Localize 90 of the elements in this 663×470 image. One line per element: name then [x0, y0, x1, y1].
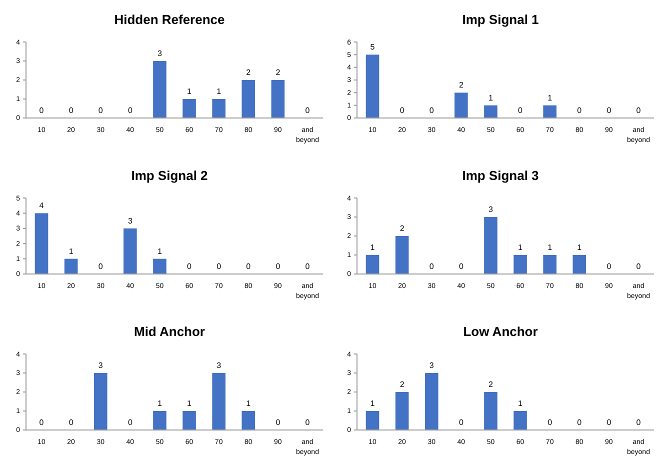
data-label: 1	[157, 246, 162, 256]
data-label: 3	[488, 205, 494, 214]
data-label: 1	[577, 243, 582, 252]
data-label: 0	[636, 106, 642, 115]
bar	[182, 99, 196, 118]
data-label: 1	[246, 399, 252, 408]
bar	[153, 61, 166, 118]
bar	[124, 228, 137, 274]
data-label: 1	[548, 93, 553, 102]
data-label: 0	[429, 262, 434, 271]
bar	[212, 99, 226, 118]
data-label: 0	[606, 106, 612, 115]
data-label: 0	[68, 418, 74, 427]
data-label: 3	[216, 361, 222, 370]
data-label: 0	[246, 262, 252, 271]
data-label: 0	[429, 106, 434, 115]
data-label: 0	[276, 262, 281, 271]
bar	[484, 217, 498, 274]
bar	[242, 80, 256, 118]
data-label: 2	[458, 80, 464, 90]
data-label: 1	[370, 243, 376, 252]
data-label: 0	[458, 418, 464, 427]
data-label: 5	[370, 42, 376, 52]
data-label: 0	[305, 106, 310, 115]
data-label: 0	[606, 418, 612, 427]
bar	[514, 411, 527, 430]
chart-title: Imp Signal 1	[462, 12, 539, 27]
data-label: 0	[636, 418, 642, 427]
bar	[64, 258, 78, 274]
bar	[572, 255, 586, 274]
data-label: 0	[39, 418, 44, 427]
bar	[271, 80, 285, 118]
data-label: 0	[98, 106, 104, 115]
data-label: 3	[98, 361, 104, 370]
data-label: 1	[518, 399, 524, 408]
data-label: 0	[216, 262, 222, 271]
chart-title: Mid Anchor	[134, 324, 206, 339]
chart-title: Low Anchor	[463, 324, 538, 339]
data-label: 2	[400, 224, 405, 233]
bar	[153, 258, 166, 274]
bar	[34, 213, 48, 274]
data-label: 0	[636, 262, 642, 271]
data-label: 2	[276, 68, 281, 77]
bar	[484, 392, 498, 430]
bar	[424, 373, 438, 430]
data-label: 0	[276, 418, 281, 427]
data-label: 1	[518, 243, 524, 252]
data-label: 0	[128, 106, 133, 115]
data-label: 0	[68, 106, 74, 115]
data-label: 3	[157, 49, 162, 58]
data-label: 0	[128, 418, 133, 427]
data-label: 0	[577, 418, 582, 427]
bar	[366, 54, 380, 118]
data-label: 4	[39, 201, 44, 210]
data-label: 2	[488, 380, 494, 389]
data-label: 0	[187, 262, 192, 271]
data-label: 1	[488, 93, 494, 102]
data-label: 1	[157, 399, 162, 408]
data-label: 1	[187, 399, 192, 408]
chart-title: Imp Signal 3	[462, 168, 539, 183]
data-label: 0	[458, 262, 464, 271]
bar	[366, 411, 380, 430]
chart-title: Hidden Reference	[114, 12, 225, 27]
data-label: 0	[400, 106, 405, 115]
data-label: 0	[518, 106, 524, 115]
data-label: 0	[305, 262, 310, 271]
data-label: 0	[606, 262, 612, 271]
data-label: 2	[400, 380, 405, 389]
chart-title: Imp Signal 2	[131, 168, 208, 183]
data-label: 1	[548, 243, 553, 252]
bar	[454, 92, 468, 118]
data-label: 3	[128, 216, 133, 226]
data-label: 1	[216, 87, 222, 96]
data-label: 0	[39, 106, 44, 115]
bar	[543, 105, 556, 118]
data-label: 1	[370, 399, 376, 408]
data-label: 3	[429, 361, 434, 370]
data-label: 2	[246, 68, 252, 77]
data-label: 1	[68, 246, 74, 256]
bar	[366, 255, 380, 274]
bar	[484, 105, 498, 118]
bar	[395, 392, 409, 430]
data-label: 0	[577, 106, 582, 115]
bar	[514, 255, 527, 274]
bar	[543, 255, 556, 274]
data-label: 1	[187, 87, 192, 96]
bar	[395, 236, 409, 274]
data-label: 0	[548, 418, 553, 427]
data-label: 0	[98, 262, 104, 271]
data-label: 0	[305, 418, 310, 427]
